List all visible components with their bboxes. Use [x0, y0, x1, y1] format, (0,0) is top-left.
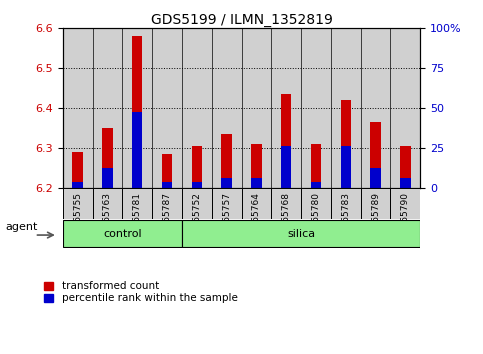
Bar — [221, 134, 232, 188]
Text: agent: agent — [5, 222, 37, 232]
Text: GSM665752: GSM665752 — [192, 193, 201, 247]
Bar — [162, 154, 172, 188]
Text: GSM665768: GSM665768 — [282, 193, 291, 247]
Bar — [102, 168, 113, 188]
Bar — [192, 182, 202, 188]
Bar — [162, 182, 172, 188]
Bar — [122, 28, 152, 188]
Bar — [102, 128, 113, 188]
Text: GSM665764: GSM665764 — [252, 193, 261, 247]
Text: GSM665790: GSM665790 — [401, 193, 410, 247]
Bar — [152, 28, 182, 188]
Bar — [251, 178, 262, 188]
FancyBboxPatch shape — [93, 188, 122, 219]
Bar — [192, 146, 202, 188]
Bar — [390, 28, 420, 188]
Bar — [63, 28, 93, 188]
Bar — [281, 94, 291, 188]
FancyBboxPatch shape — [182, 188, 212, 219]
Text: control: control — [103, 229, 142, 239]
FancyBboxPatch shape — [122, 188, 152, 219]
Bar — [301, 28, 331, 188]
Text: GSM665781: GSM665781 — [133, 193, 142, 247]
Bar — [281, 146, 291, 188]
Bar — [311, 182, 321, 188]
FancyBboxPatch shape — [182, 220, 420, 247]
Title: GDS5199 / ILMN_1352819: GDS5199 / ILMN_1352819 — [151, 13, 332, 27]
Text: GSM665789: GSM665789 — [371, 193, 380, 247]
Bar — [331, 28, 361, 188]
Bar — [72, 152, 83, 188]
Bar — [93, 28, 122, 188]
Bar — [271, 28, 301, 188]
Bar — [400, 178, 411, 188]
Text: GSM665755: GSM665755 — [73, 193, 82, 247]
Text: silica: silica — [287, 229, 315, 239]
Text: GSM665763: GSM665763 — [103, 193, 112, 247]
Bar — [72, 182, 83, 188]
Bar — [221, 178, 232, 188]
Bar — [132, 112, 142, 188]
Bar — [132, 36, 142, 188]
Bar — [311, 144, 321, 188]
Bar — [242, 28, 271, 188]
Bar — [370, 122, 381, 188]
Text: GSM665780: GSM665780 — [312, 193, 320, 247]
FancyBboxPatch shape — [242, 188, 271, 219]
FancyBboxPatch shape — [361, 188, 390, 219]
FancyBboxPatch shape — [63, 188, 93, 219]
Text: GSM665787: GSM665787 — [163, 193, 171, 247]
Bar — [370, 168, 381, 188]
FancyBboxPatch shape — [271, 188, 301, 219]
FancyBboxPatch shape — [390, 188, 420, 219]
Bar — [251, 144, 262, 188]
FancyBboxPatch shape — [63, 220, 182, 247]
Bar — [361, 28, 390, 188]
Text: GSM665757: GSM665757 — [222, 193, 231, 247]
FancyBboxPatch shape — [212, 188, 242, 219]
FancyBboxPatch shape — [331, 188, 361, 219]
Text: GSM665783: GSM665783 — [341, 193, 350, 247]
FancyBboxPatch shape — [301, 188, 331, 219]
Bar — [212, 28, 242, 188]
Bar — [400, 146, 411, 188]
Bar — [341, 146, 351, 188]
Legend: transformed count, percentile rank within the sample: transformed count, percentile rank withi… — [44, 281, 238, 303]
Bar — [341, 100, 351, 188]
FancyBboxPatch shape — [152, 188, 182, 219]
Bar — [182, 28, 212, 188]
